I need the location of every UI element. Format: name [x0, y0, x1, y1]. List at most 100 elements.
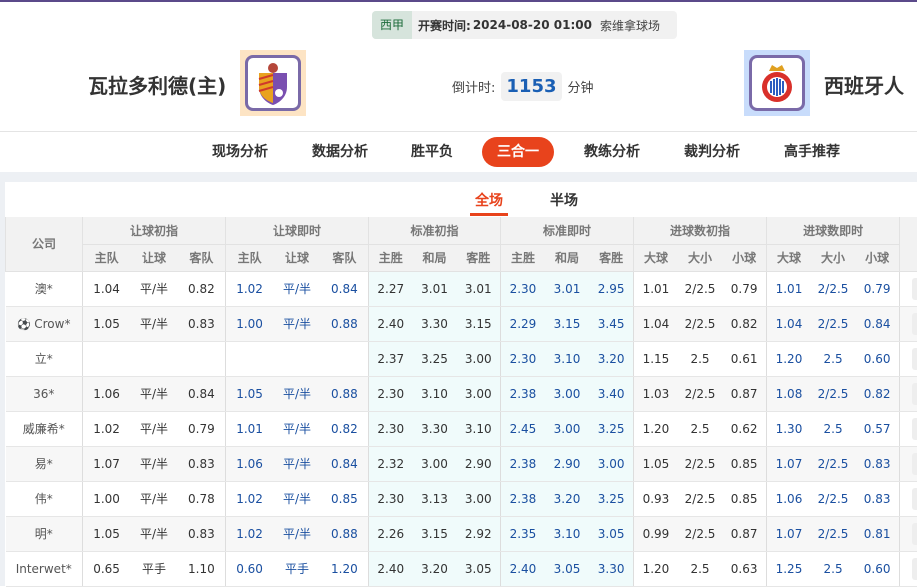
- odds-cell: 3.05: [589, 516, 633, 551]
- row-action[interactable]: [900, 306, 917, 341]
- detail-button[interactable]: [912, 488, 917, 510]
- detail-button[interactable]: [912, 523, 917, 545]
- group-header: 进球数初指: [634, 217, 767, 244]
- odds-cell: [178, 341, 226, 376]
- odds-cell: 2.40: [369, 551, 413, 586]
- nav-item-4[interactable]: 教练分析: [572, 137, 652, 167]
- company-name: Crow*: [34, 317, 70, 331]
- odds-cell: 3.00: [457, 481, 501, 516]
- company-cell[interactable]: ⚽ Crow*: [6, 306, 83, 341]
- odds-cell: 1.04: [634, 306, 678, 341]
- row-action[interactable]: [900, 411, 917, 446]
- nav-item-2[interactable]: 胜平负: [400, 137, 464, 167]
- company-cell[interactable]: 澳*: [6, 271, 83, 306]
- odds-cell: 3.01: [457, 271, 501, 306]
- sub-header: 让球: [130, 244, 178, 271]
- odds-cell: 3.20: [589, 341, 633, 376]
- espanyol-crest-icon: [759, 61, 795, 105]
- home-team-name[interactable]: 瓦拉多利德(主): [88, 70, 226, 99]
- odds-cell: 2.92: [457, 516, 501, 551]
- nav-item-3[interactable]: 三合一: [482, 137, 554, 167]
- odds-cell: 2/2.5: [678, 446, 722, 481]
- odds-cell: 3.25: [589, 411, 633, 446]
- odds-cell: 0.82: [722, 306, 766, 341]
- company-header: 公司: [6, 217, 83, 271]
- sub-header: 让球: [273, 244, 321, 271]
- odds-cell: 3.10: [545, 341, 589, 376]
- odds-cell: 平/半: [130, 481, 178, 516]
- detail-button[interactable]: [912, 278, 917, 300]
- odds-cell: 1.02: [226, 481, 274, 516]
- odds-cell: 0.57: [855, 411, 899, 446]
- odds-cell: 3.10: [545, 516, 589, 551]
- company-cell[interactable]: 立*: [6, 341, 83, 376]
- row-action[interactable]: [900, 446, 917, 481]
- sub-header: 小球: [855, 244, 899, 271]
- odds-cell: 2.26: [369, 516, 413, 551]
- row-action[interactable]: [900, 376, 917, 411]
- odds-cell: 0.60: [855, 551, 899, 586]
- odds-cell: 3.00: [545, 376, 589, 411]
- nav-item-5[interactable]: 裁判分析: [672, 137, 752, 167]
- odds-cell: 0.78: [178, 481, 226, 516]
- odds-cell: 2.29: [501, 306, 545, 341]
- odds-cell: 2.95: [589, 271, 633, 306]
- odds-cell: 3.00: [545, 411, 589, 446]
- nav-item-6[interactable]: 高手推荐: [772, 137, 852, 167]
- odds-cell: 1.02: [83, 411, 131, 446]
- odds-cell: 0.85: [722, 481, 766, 516]
- odds-cell: 3.00: [457, 376, 501, 411]
- sub-header: 大球: [634, 244, 678, 271]
- nav-item-1[interactable]: 数据分析: [300, 137, 380, 167]
- tab-half-time[interactable]: 半场: [547, 190, 581, 216]
- odds-cell: 0.93: [634, 481, 678, 516]
- league-badge[interactable]: 西甲: [372, 11, 412, 39]
- away-team-name[interactable]: 西班牙人: [824, 70, 904, 99]
- odds-cell: 2.5: [811, 341, 855, 376]
- odds-cell: 1.01: [767, 271, 811, 306]
- odds-cell: 1.10: [178, 551, 226, 586]
- odds-cell: 2/2.5: [678, 481, 722, 516]
- company-cell[interactable]: 伟*: [6, 481, 83, 516]
- odds-cell: 0.82: [178, 271, 226, 306]
- company-name: Interwet*: [16, 562, 72, 576]
- sub-header: 主队: [83, 244, 131, 271]
- odds-cell: 3.10: [457, 411, 501, 446]
- company-cell[interactable]: 易*: [6, 446, 83, 481]
- detail-button[interactable]: [912, 383, 917, 405]
- detail-button[interactable]: [912, 558, 917, 580]
- odds-cell: 2.5: [678, 411, 722, 446]
- row-action[interactable]: [900, 271, 917, 306]
- odds-cell: 2.27: [369, 271, 413, 306]
- company-cell[interactable]: Interwet*: [6, 551, 83, 586]
- nav-item-0[interactable]: 现场分析: [200, 137, 280, 167]
- tab-full-time[interactable]: 全场: [470, 190, 508, 216]
- company-cell[interactable]: 36*: [6, 376, 83, 411]
- detail-button[interactable]: [912, 418, 917, 440]
- company-cell[interactable]: 明*: [6, 516, 83, 551]
- row-action[interactable]: [900, 481, 917, 516]
- odds-cell: 0.99: [634, 516, 678, 551]
- odds-cell: 0.84: [321, 446, 369, 481]
- odds-cell: 2/2.5: [678, 516, 722, 551]
- detail-button[interactable]: [912, 348, 917, 370]
- odds-cell: 0.83: [855, 446, 899, 481]
- detail-button[interactable]: [912, 453, 917, 475]
- company-cell[interactable]: 威廉希*: [6, 411, 83, 446]
- away-team-logo[interactable]: [744, 50, 810, 116]
- detail-button[interactable]: [912, 313, 917, 335]
- home-team-logo[interactable]: [240, 50, 306, 116]
- odds-cell: 3.20: [413, 551, 457, 586]
- odds-cell: 0.88: [321, 306, 369, 341]
- odds-cell: 0.60: [226, 551, 274, 586]
- odds-cell: 1.02: [226, 271, 274, 306]
- odds-cell: 3.00: [589, 446, 633, 481]
- row-action[interactable]: [900, 551, 917, 586]
- odds-cell: 3.05: [545, 551, 589, 586]
- odds-cell: 2.5: [678, 551, 722, 586]
- row-action[interactable]: [900, 341, 917, 376]
- row-action[interactable]: [900, 516, 917, 551]
- odds-cell: 2.35: [501, 516, 545, 551]
